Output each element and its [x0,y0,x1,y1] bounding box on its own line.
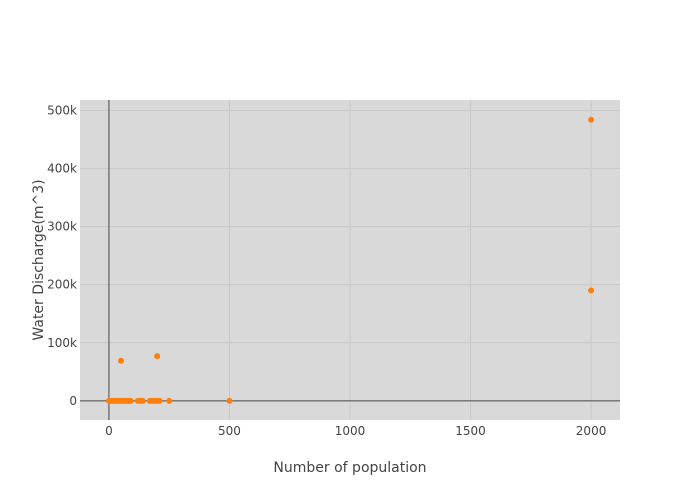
data-point [127,397,134,404]
x-tick-label: 0 [105,424,113,438]
data-point [117,357,124,364]
y-tick-label: 0 [69,394,77,408]
data-point [588,287,595,294]
data-point [156,397,163,404]
x-axis-ticks: 0 500 1000 1500 2000 [105,424,606,438]
data-point [166,397,173,404]
y-tick-label: 400k [47,162,77,176]
data-point [226,397,233,404]
x-tick-label: 500 [218,424,241,438]
y-tick-label: 200k [47,278,77,292]
x-tick-label: 1500 [455,424,486,438]
x-tick-label: 2000 [576,424,607,438]
data-points [105,116,595,404]
y-tick-label: 500k [47,103,77,117]
data-point [588,116,595,123]
data-point [139,397,146,404]
y-axis-title: Water Discharge(m^3) [31,179,47,340]
y-tick-label: 100k [47,336,77,350]
grid-lines [80,100,620,420]
x-axis-title: Number of population [273,460,426,476]
y-axis-ticks: 0 100k 200k 300k 400k 500k [47,103,77,407]
y-tick-label: 300k [47,220,77,234]
x-tick-label: 1000 [335,424,366,438]
data-point [154,353,161,360]
